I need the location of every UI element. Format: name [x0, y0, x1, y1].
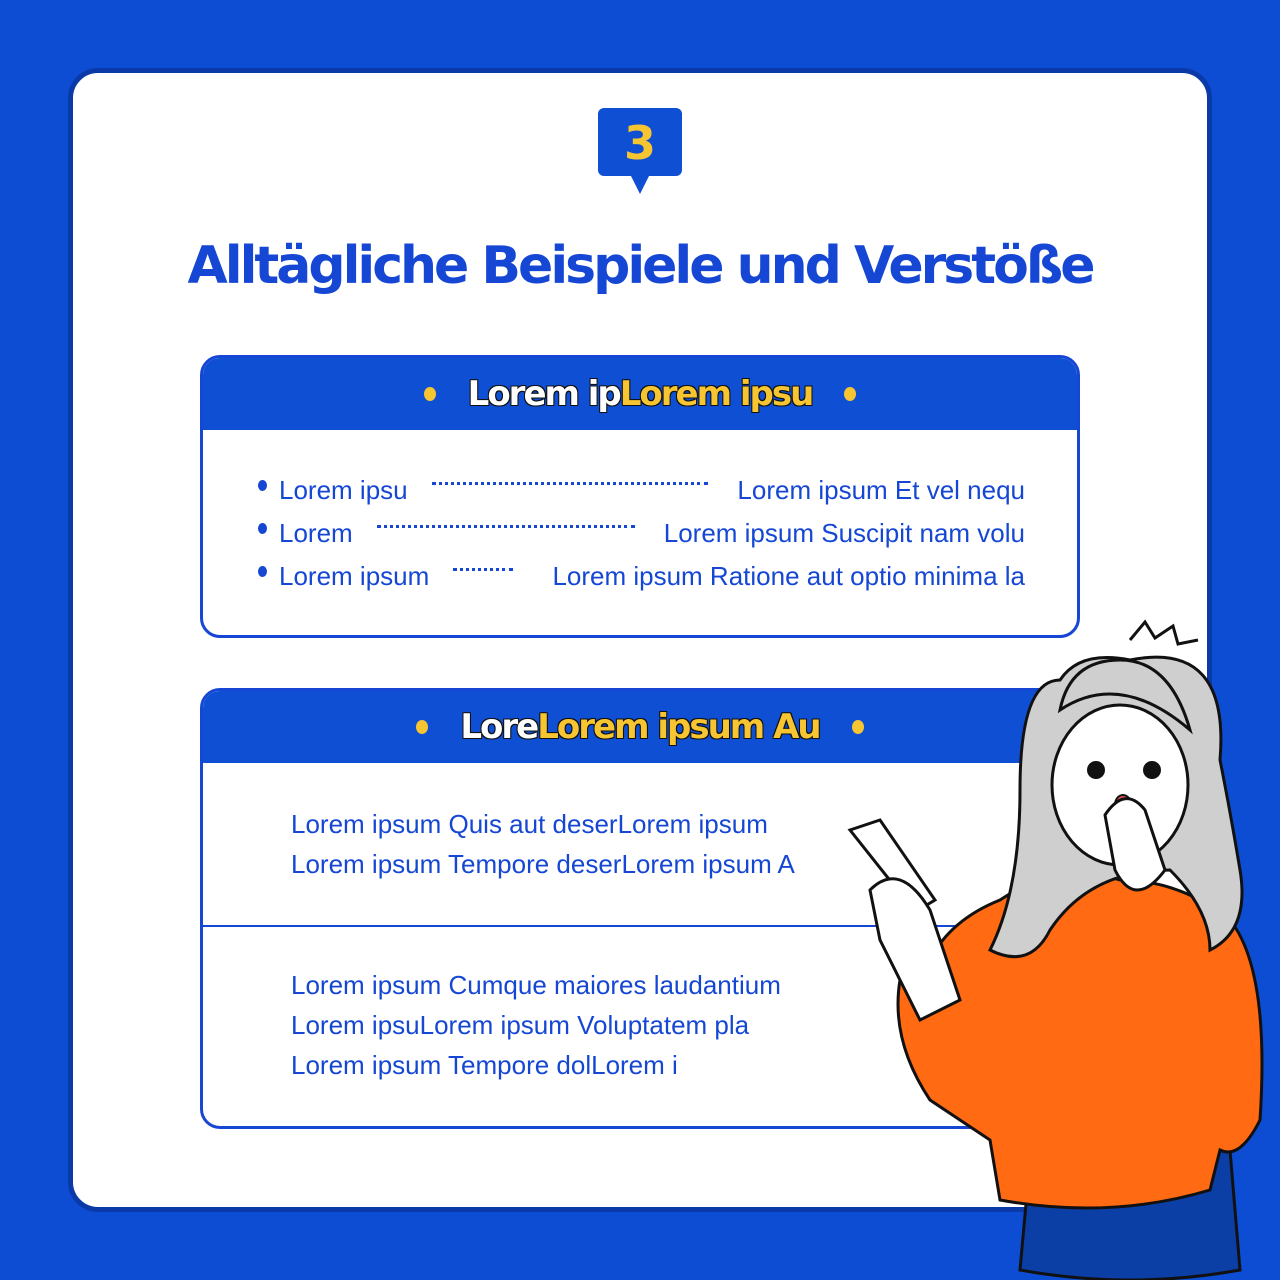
paragraph: Lorem ipsum Cumque maiores laudantium Lor…	[291, 970, 781, 1080]
paragraph: Lorem ipsum Quis aut deserLorem ipsum Lor…	[291, 809, 795, 879]
bullet-icon	[258, 479, 267, 491]
page-title: Alltägliche Beispiele und Verstöße	[187, 236, 1096, 296]
box-header: LoreLorem ipsum Au	[203, 691, 1077, 763]
dotted-leader	[453, 567, 514, 571]
list-item: Lorem ipsu Lorem ipsum Et vel nequ	[258, 470, 1025, 510]
dot-icon	[844, 387, 857, 401]
bullet-icon	[258, 522, 267, 534]
item-value: Lorem ipsum Ratione aut optio minima la	[552, 560, 1025, 591]
item-label: Lorem ipsum	[279, 560, 430, 591]
dot-icon	[851, 720, 864, 734]
dotted-leader	[376, 524, 635, 528]
dot-icon	[416, 720, 429, 734]
list-item: Lorem ipsum Lorem ipsum Ratione aut optio…	[258, 556, 1025, 596]
step-badge: 3	[598, 108, 682, 194]
bullet-icon	[258, 565, 267, 577]
divider	[203, 925, 1077, 927]
list-item: Lorem Lorem ipsum Suscipit nam volu	[258, 513, 1025, 553]
examples-box: Lorem ipLorem ipsu Lorem ipsu Lorem ipsum…	[200, 355, 1080, 638]
dotted-leader	[431, 481, 708, 485]
item-label: Lorem ipsu	[279, 474, 408, 505]
box-header: Lorem ipLorem ipsu	[203, 358, 1077, 430]
violations-box: LoreLorem ipsum Au Lorem ipsum Quis aut …	[200, 688, 1080, 1129]
box-heading: LoreLorem ipsum Au	[460, 707, 821, 747]
item-value: Lorem ipsum Suscipit nam volu	[663, 517, 1025, 548]
box-heading: Lorem ipLorem ipsu	[467, 374, 815, 414]
dot-icon	[423, 387, 436, 401]
item-value: Lorem ipsum Et vel nequ	[737, 474, 1025, 505]
surprised-woman-illustration	[847, 619, 1264, 1280]
item-label: Lorem	[279, 517, 353, 548]
